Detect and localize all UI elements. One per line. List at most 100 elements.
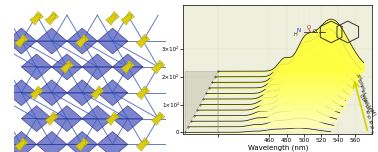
Polygon shape	[67, 28, 98, 41]
Polygon shape	[22, 106, 52, 131]
Polygon shape	[78, 34, 89, 45]
Polygon shape	[98, 144, 128, 152]
Polygon shape	[37, 28, 67, 54]
Polygon shape	[22, 54, 52, 67]
Text: N: N	[296, 28, 301, 33]
Polygon shape	[113, 54, 143, 80]
Polygon shape	[98, 131, 128, 152]
Polygon shape	[15, 140, 25, 151]
Polygon shape	[124, 60, 135, 71]
Polygon shape	[17, 138, 28, 149]
Polygon shape	[15, 37, 25, 48]
Polygon shape	[98, 28, 128, 41]
Polygon shape	[33, 86, 43, 97]
Polygon shape	[98, 80, 128, 93]
Polygon shape	[121, 14, 132, 25]
Text: H: H	[293, 32, 297, 37]
Polygon shape	[52, 54, 82, 80]
Polygon shape	[82, 54, 113, 67]
Polygon shape	[22, 54, 52, 80]
Polygon shape	[75, 140, 86, 151]
Polygon shape	[113, 54, 143, 67]
Polygon shape	[22, 106, 52, 119]
Polygon shape	[139, 138, 150, 149]
Polygon shape	[121, 63, 132, 74]
Polygon shape	[45, 14, 56, 25]
Text: 160: 160	[359, 88, 366, 97]
Polygon shape	[98, 28, 128, 54]
Polygon shape	[113, 106, 143, 119]
Polygon shape	[136, 37, 147, 48]
Polygon shape	[106, 114, 117, 125]
Text: 120: 120	[361, 98, 369, 107]
Polygon shape	[37, 144, 67, 152]
Polygon shape	[82, 106, 113, 119]
Polygon shape	[82, 106, 113, 131]
Polygon shape	[124, 11, 135, 22]
Polygon shape	[75, 37, 86, 48]
Polygon shape	[30, 14, 41, 25]
Polygon shape	[67, 28, 98, 54]
Text: 60: 60	[366, 115, 372, 121]
Polygon shape	[48, 112, 59, 123]
Polygon shape	[67, 131, 98, 144]
Polygon shape	[37, 131, 67, 144]
Polygon shape	[6, 144, 37, 152]
Polygon shape	[63, 60, 74, 71]
Polygon shape	[93, 86, 104, 97]
Polygon shape	[67, 93, 98, 106]
Polygon shape	[139, 34, 150, 45]
Polygon shape	[98, 41, 128, 54]
Text: 80: 80	[364, 110, 370, 116]
Polygon shape	[52, 119, 82, 131]
Text: 20: 20	[368, 125, 374, 131]
Polygon shape	[154, 112, 165, 123]
Polygon shape	[108, 112, 119, 123]
Text: O: O	[307, 26, 311, 30]
Text: 220: 220	[355, 73, 362, 82]
Text: 180: 180	[358, 83, 365, 92]
Polygon shape	[82, 67, 113, 80]
Polygon shape	[78, 138, 89, 149]
Polygon shape	[37, 80, 67, 106]
Polygon shape	[52, 106, 82, 119]
Text: 200: 200	[356, 78, 364, 87]
Polygon shape	[52, 67, 82, 80]
Polygon shape	[91, 89, 102, 100]
Polygon shape	[154, 60, 165, 71]
Polygon shape	[6, 28, 37, 41]
Polygon shape	[82, 54, 113, 80]
Polygon shape	[98, 80, 128, 106]
Polygon shape	[52, 54, 82, 67]
Polygon shape	[98, 93, 128, 106]
Polygon shape	[106, 14, 117, 25]
X-axis label: Wavelength (nm): Wavelength (nm)	[248, 144, 308, 151]
Polygon shape	[48, 11, 59, 22]
Polygon shape	[37, 80, 67, 93]
Polygon shape	[67, 41, 98, 54]
Text: O: O	[313, 29, 317, 34]
Polygon shape	[52, 106, 82, 131]
Text: Con. (nM): Con. (nM)	[358, 93, 377, 117]
Text: 140: 140	[360, 93, 367, 102]
Polygon shape	[37, 131, 67, 152]
Polygon shape	[113, 106, 143, 131]
Polygon shape	[6, 28, 37, 54]
Polygon shape	[139, 86, 150, 97]
Polygon shape	[33, 11, 43, 22]
Polygon shape	[6, 93, 37, 106]
Polygon shape	[136, 89, 147, 100]
Polygon shape	[6, 80, 37, 93]
Polygon shape	[30, 89, 41, 100]
Polygon shape	[136, 140, 147, 151]
Polygon shape	[67, 144, 98, 152]
Polygon shape	[6, 131, 37, 152]
Polygon shape	[67, 80, 98, 93]
Polygon shape	[185, 71, 218, 132]
Polygon shape	[60, 63, 71, 74]
Polygon shape	[108, 11, 119, 22]
Polygon shape	[17, 34, 28, 45]
Polygon shape	[67, 80, 98, 106]
Polygon shape	[98, 131, 128, 144]
Text: 40: 40	[367, 120, 373, 126]
